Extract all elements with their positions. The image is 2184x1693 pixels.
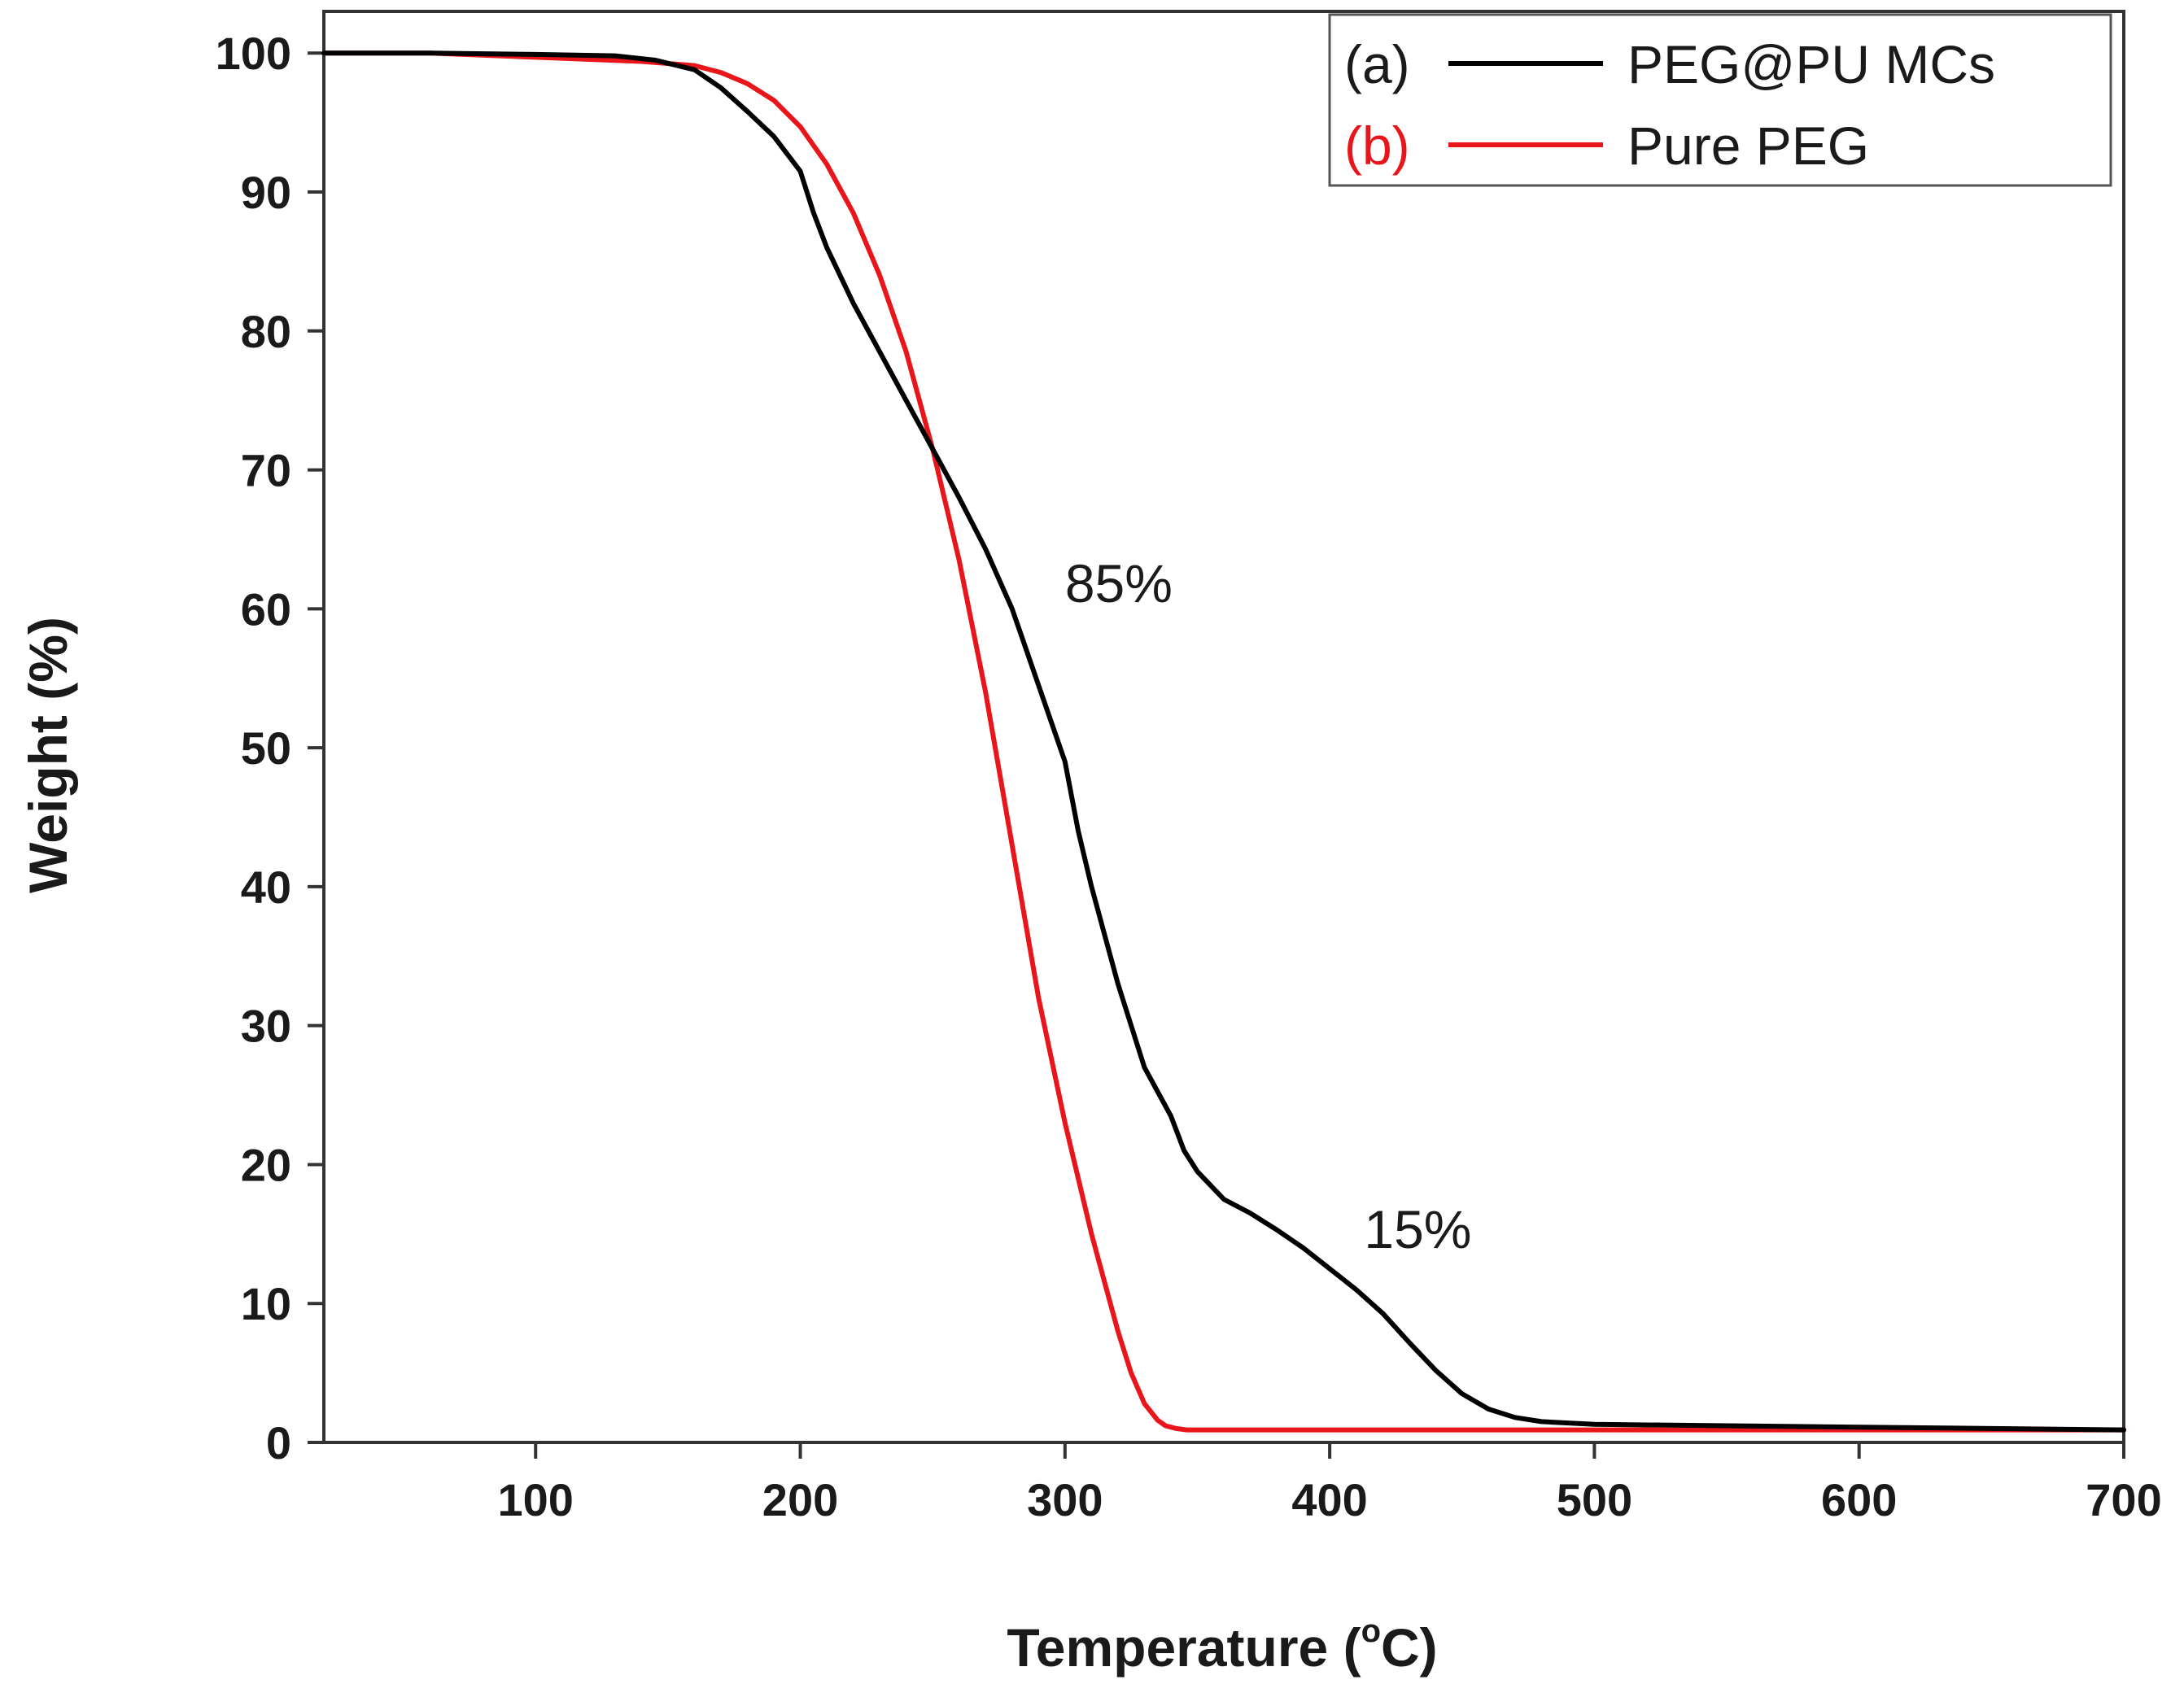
y-axis-title: Weight (%) bbox=[18, 617, 78, 893]
x-tick-label: 400 bbox=[1291, 1474, 1367, 1525]
legend-entry-b: (b) Pure PEG bbox=[1344, 116, 1869, 176]
x-tick-label: 600 bbox=[1821, 1474, 1897, 1525]
x-tick-label: 500 bbox=[1557, 1474, 1632, 1525]
x-tick-label: 200 bbox=[762, 1474, 838, 1525]
y-tick-label: 60 bbox=[241, 583, 291, 635]
legend-label-b: Pure PEG bbox=[1627, 116, 1869, 176]
x-tick-label: 300 bbox=[1027, 1474, 1103, 1525]
x-axis-title-unit: C) bbox=[1381, 1617, 1438, 1678]
y-tick-label: 90 bbox=[241, 167, 291, 218]
x-axis-title: Temperature (oC) bbox=[1007, 1613, 1437, 1678]
plot-frame bbox=[322, 10, 2125, 1444]
y-tick-label: 30 bbox=[241, 1001, 291, 1052]
plot-series bbox=[321, 50, 2126, 1433]
y-tick-label: 70 bbox=[241, 445, 291, 496]
x-tick-label: 700 bbox=[2086, 1474, 2161, 1525]
x-axis-title-main: Temperature ( bbox=[1007, 1617, 1361, 1678]
y-tick-label: 80 bbox=[241, 306, 291, 357]
legend-box bbox=[1328, 13, 2112, 187]
y-tick-label: 40 bbox=[241, 862, 291, 913]
y-tick-label: 50 bbox=[241, 722, 291, 774]
legend: (a) PEG@PU MCs (b) Pure PEG bbox=[1328, 13, 2112, 187]
annotations: 85% 15% bbox=[1065, 553, 1472, 1259]
series-line-peg-pu-mcs bbox=[321, 50, 2126, 1433]
axes: 0 10 20 30 40 50 60 70 80 90 100 100 200 300 400 500 600… bbox=[216, 10, 2162, 1525]
legend-entry-a: (a) PEG@PU MCs bbox=[1344, 34, 1995, 94]
y-tick-label: 0 bbox=[266, 1417, 291, 1468]
y-tick-label: 10 bbox=[241, 1278, 291, 1329]
legend-label-a: PEG@PU MCs bbox=[1627, 34, 1995, 94]
y-tick-label: 20 bbox=[241, 1139, 291, 1190]
x-tick-label: 100 bbox=[498, 1474, 574, 1525]
y-tick-label: 100 bbox=[216, 28, 291, 79]
series-line-pure-peg bbox=[321, 50, 2126, 1433]
legend-tag-b: (b) bbox=[1344, 116, 1410, 176]
annotation-1: 15% bbox=[1364, 1199, 1471, 1259]
legend-tag-a: (a) bbox=[1344, 34, 1410, 94]
x-axis-title-degree: o bbox=[1361, 1613, 1381, 1649]
annotation-0: 85% bbox=[1065, 553, 1173, 613]
